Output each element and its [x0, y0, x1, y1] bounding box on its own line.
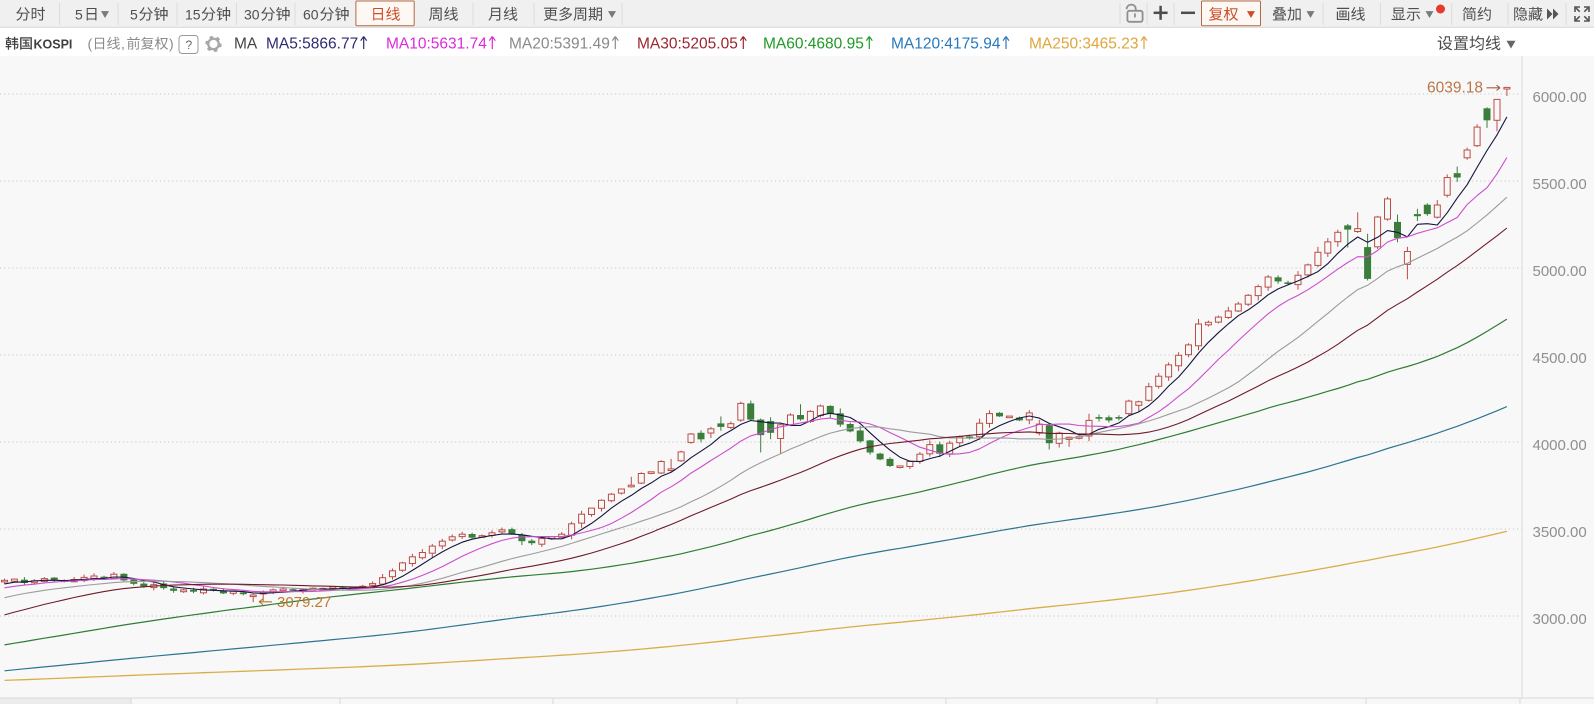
- svg-text:?: ?: [186, 38, 193, 52]
- svg-text:6039.18: 6039.18: [1427, 80, 1483, 97]
- svg-text:30: 30: [244, 7, 260, 23]
- svg-text:,: ,: [121, 36, 125, 52]
- svg-text:MA: MA: [234, 36, 258, 53]
- svg-text:6000.00: 6000.00: [1533, 89, 1587, 106]
- svg-text:MA120:4175.94: MA120:4175.94: [891, 36, 1001, 53]
- svg-text:5: 5: [130, 7, 138, 23]
- svg-text:MA250:3465.23: MA250:3465.23: [1029, 36, 1138, 53]
- svg-text:): ): [169, 36, 174, 52]
- svg-text:3079.27: 3079.27: [277, 594, 331, 611]
- svg-text:5000.00: 5000.00: [1533, 263, 1587, 280]
- svg-text:3000.00: 3000.00: [1533, 611, 1587, 628]
- svg-text:MA20:5391.49: MA20:5391.49: [509, 36, 610, 53]
- svg-text:MA60:4680.95: MA60:4680.95: [763, 36, 864, 53]
- svg-text:5500.00: 5500.00: [1533, 176, 1587, 193]
- svg-text:(: (: [88, 36, 93, 52]
- svg-text:5: 5: [75, 7, 83, 23]
- svg-text:4500.00: 4500.00: [1533, 350, 1587, 367]
- svg-text:MA5:5866.77: MA5:5866.77: [266, 36, 358, 53]
- svg-text:15: 15: [185, 7, 201, 23]
- svg-text:MA30:5205.05: MA30:5205.05: [637, 36, 738, 53]
- svg-text:KOSPI: KOSPI: [34, 38, 73, 52]
- svg-text:60: 60: [303, 7, 319, 23]
- svg-text:MA10:5631.74: MA10:5631.74: [386, 36, 487, 53]
- svg-text:4000.00: 4000.00: [1533, 437, 1587, 454]
- svg-text:3500.00: 3500.00: [1533, 524, 1587, 541]
